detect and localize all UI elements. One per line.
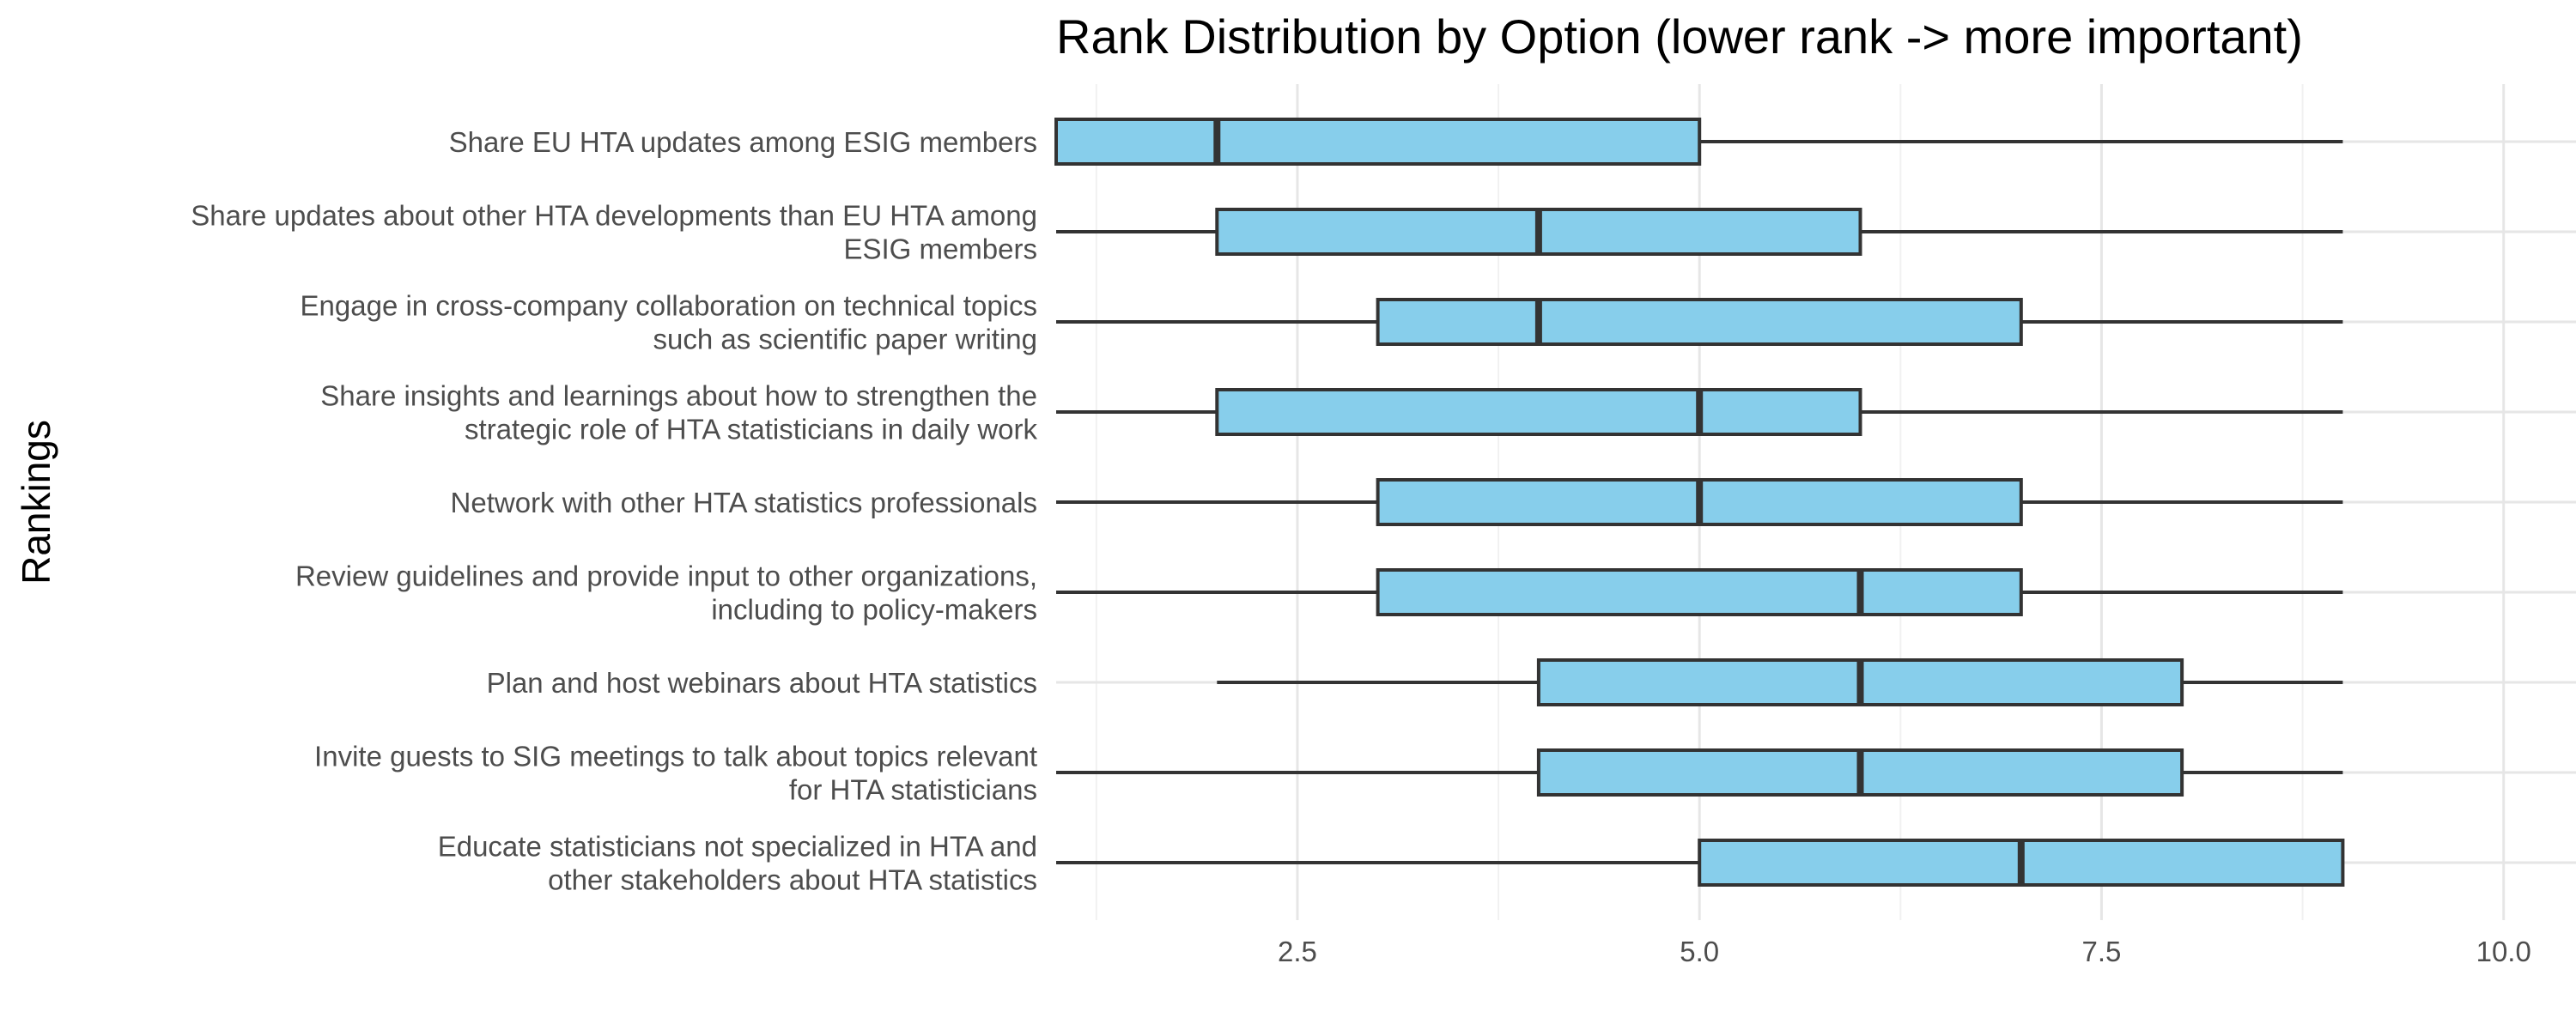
x-tick-label: 10.0 xyxy=(2476,936,2531,967)
x-tick-label: 7.5 xyxy=(2082,936,2122,967)
box-group xyxy=(1056,388,2343,436)
box-group xyxy=(1056,748,2343,797)
boxes xyxy=(1054,118,2345,887)
category-label: Educate statisticians not specialized in… xyxy=(438,831,1037,896)
category-label: Engage in cross-company collaboration on… xyxy=(301,290,1037,355)
y-axis-label: Rankings xyxy=(14,420,58,585)
category-label: Network with other HTA statistics profes… xyxy=(451,487,1037,518)
category-label: Share EU HTA updates among ESIG members xyxy=(449,126,1037,158)
box-iqr xyxy=(1376,568,2023,616)
category-label: Share updates about other HTA developmen… xyxy=(191,200,1037,265)
box-iqr xyxy=(1376,298,2023,346)
category-label: Review guidelines and provide input to o… xyxy=(295,560,1037,626)
x-tick-label: 5.0 xyxy=(1680,936,1719,967)
category-label: Invite guests to SIG meetings to talk ab… xyxy=(314,741,1037,806)
box-iqr xyxy=(1215,388,1862,436)
box-group xyxy=(1217,658,2343,706)
category-label: Plan and host webinars about HTA statist… xyxy=(487,667,1037,699)
x-tick-label: 2.5 xyxy=(1278,936,1317,967)
box-group xyxy=(1056,298,2343,346)
box-group xyxy=(1056,839,2345,887)
x-tick-labels: 2.5 5.0 7.5 10.0 xyxy=(1278,936,2531,967)
box-iqr xyxy=(1054,118,1702,166)
category-label: Share insights and learnings about how t… xyxy=(320,380,1037,445)
category-labels: Share EU HTA updates among ESIG members S… xyxy=(191,126,1037,896)
chart-title: Rank Distribution by Option (lower rank … xyxy=(1056,9,2303,64)
box-group xyxy=(1054,118,2343,166)
box-group xyxy=(1056,208,2343,256)
box-group xyxy=(1056,478,2343,526)
box-group xyxy=(1056,568,2343,616)
